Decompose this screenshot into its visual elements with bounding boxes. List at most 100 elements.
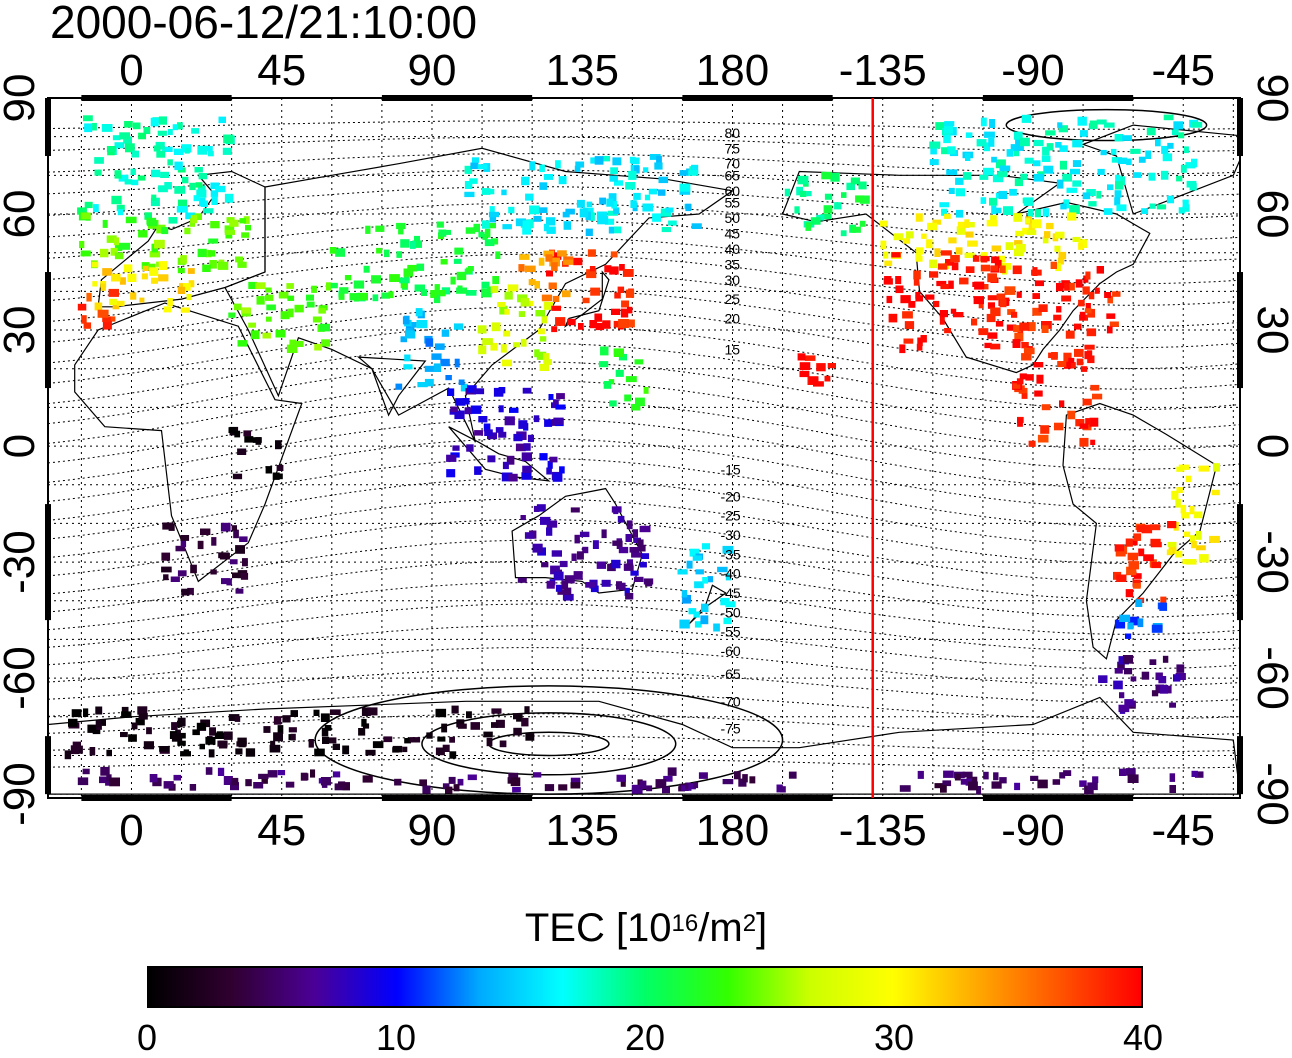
tec-pixel: [1045, 130, 1056, 136]
tec-pixel: [1055, 231, 1065, 239]
tec-pixel: [1141, 671, 1150, 680]
tec-pixel: [1115, 174, 1121, 182]
tec-pixel: [118, 174, 129, 182]
tec-pixel: [1100, 149, 1107, 156]
tec-pixel: [189, 182, 196, 191]
tec-pixel: [540, 516, 551, 525]
tec-pixel: [643, 387, 649, 394]
tec-pixel: [228, 312, 236, 318]
tec-pixel: [290, 733, 296, 741]
tec-pixel: [905, 231, 914, 239]
tec-pixel: [435, 708, 447, 718]
tec-pixel: [570, 507, 580, 513]
tec-pixel: [1119, 692, 1125, 699]
tec-pixel: [1016, 378, 1024, 385]
tec-pixel: [551, 326, 558, 333]
tec-pixel: [521, 452, 532, 462]
tec-pixel: [1041, 325, 1049, 333]
tec-pixel: [407, 264, 418, 272]
tec-pixel: [654, 162, 663, 170]
tec-pixel: [575, 161, 585, 168]
tec-pixel: [1107, 295, 1114, 304]
tec-pixel: [498, 405, 504, 413]
tec-pixel: [520, 338, 527, 347]
coastline-asia: [224, 147, 735, 443]
tec-pixel: [477, 325, 487, 334]
tec-pixel: [1082, 398, 1092, 406]
tec-pixel: [231, 777, 239, 786]
tec-pixel: [435, 747, 445, 756]
tec-pixel: [87, 724, 97, 733]
tec-pixel: [601, 529, 607, 539]
longitude-tick-bottom: -90: [1001, 806, 1065, 855]
tec-pixel: [171, 722, 178, 731]
tec-pixel: [1074, 323, 1082, 330]
tec-pixel: [1114, 190, 1122, 198]
tec-pixel: [179, 283, 186, 289]
tec-pixel: [1012, 339, 1021, 348]
tec-pixel: [555, 160, 561, 169]
tec-pixel: [519, 254, 530, 260]
tec-pixel: [965, 153, 971, 161]
tec-pixel: [491, 322, 501, 332]
tec-pixel: [282, 715, 291, 723]
tec-pixel: [361, 707, 371, 717]
tec-pixel: [1176, 175, 1183, 182]
tec-pixel: [150, 197, 160, 207]
tec-pixel: [634, 165, 640, 174]
contour-line: [48, 582, 1240, 635]
frame-tick-left: [45, 98, 51, 157]
tec-pixel: [646, 785, 653, 792]
tec-pixel: [1033, 160, 1041, 167]
tec-pixel: [551, 262, 558, 272]
tec-pixel: [596, 211, 608, 220]
contour-label: -75: [720, 720, 740, 736]
tec-pixel: [286, 283, 294, 289]
tec-pixel: [80, 250, 91, 257]
tec-pixel: [559, 466, 565, 474]
tec-pixel: [1016, 291, 1022, 298]
colorbar-tick-label: 10: [375, 1017, 417, 1058]
tec-pixel: [239, 536, 248, 542]
tec-pixel: [326, 282, 332, 291]
contour-label: -50: [720, 604, 740, 620]
tec-pixel: [389, 274, 400, 282]
tec-pixel: [780, 786, 786, 793]
tec-pixel: [522, 465, 532, 473]
tec-pixel: [441, 329, 450, 337]
tec-pixel: [1125, 538, 1133, 547]
tec-pixel: [277, 725, 284, 734]
tec-pixel: [490, 285, 499, 293]
tec-pixel: [154, 239, 165, 249]
tec-pixel: [504, 308, 510, 315]
tec-pixel: [1127, 774, 1139, 783]
tec-pixel: [980, 197, 987, 204]
contour-line: [48, 136, 1240, 153]
tec-pixel: [329, 709, 341, 715]
tec-pixel: [269, 744, 281, 753]
tec-pixel: [1055, 142, 1062, 148]
tec-pixel: [1130, 148, 1141, 154]
tec-pixel: [692, 555, 702, 561]
tec-pixel: [342, 782, 350, 791]
tec-pixel: [1021, 114, 1032, 123]
tec-pixel: [357, 292, 368, 301]
tec-pixel: [1195, 545, 1206, 551]
tec-pixel: [957, 221, 965, 228]
tec-pixel: [983, 771, 989, 780]
tec-pixel: [445, 375, 452, 381]
tec-pixel: [603, 381, 612, 389]
contour-line: [48, 478, 1240, 546]
tec-pixel: [1115, 551, 1126, 557]
tec-pixel: [972, 255, 980, 262]
tec-pixel: [1135, 599, 1143, 607]
tec-pixel: [163, 306, 172, 313]
tec-pixel: [1005, 242, 1014, 250]
tec-pixel: [416, 263, 425, 271]
tec-pixel: [329, 247, 337, 254]
tec-pixel: [77, 303, 87, 311]
tec-pixel: [656, 155, 662, 163]
tec-pixel: [275, 440, 282, 450]
tec-pixel: [228, 427, 236, 433]
tec-pixel: [243, 430, 252, 437]
